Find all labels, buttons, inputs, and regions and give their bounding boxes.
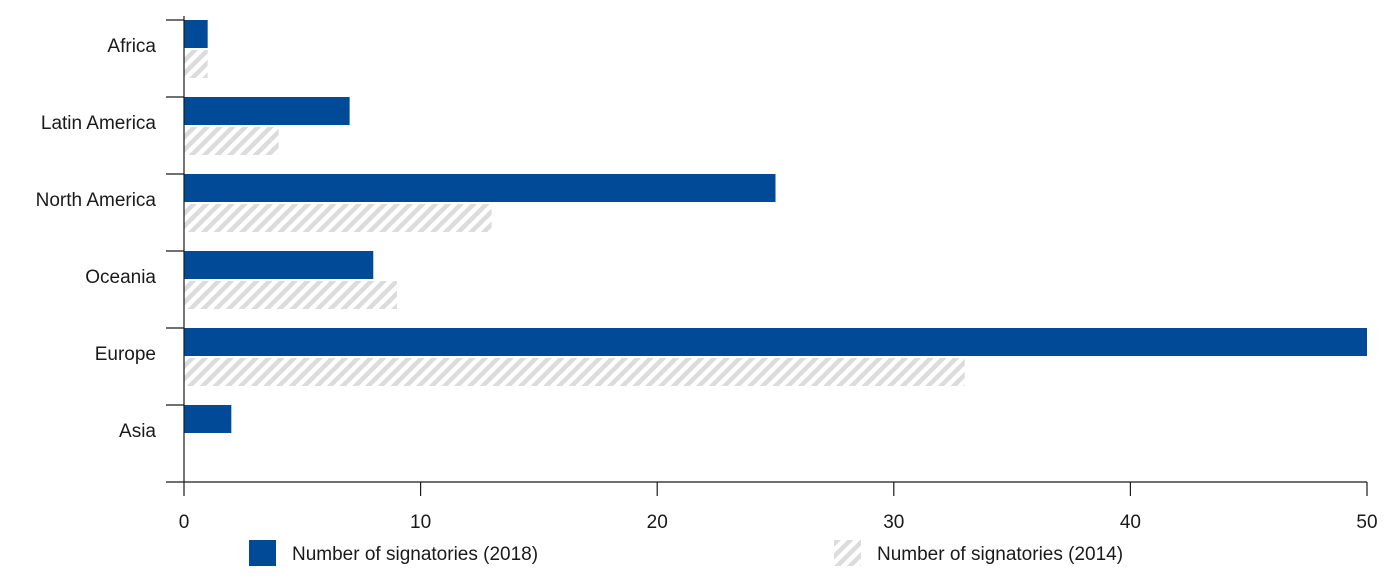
bar-north-america-2014 — [184, 204, 492, 232]
legend-label-2014: Number of signatories (2014) — [877, 544, 1123, 565]
bar-oceania-2014 — [184, 281, 397, 309]
category-label-europe: Europe — [95, 344, 156, 365]
legend-swatch-2018 — [249, 540, 276, 566]
bar-europe-2018 — [184, 328, 1367, 356]
x-tick-label: 50 — [1356, 512, 1377, 533]
x-tick-label: 40 — [1120, 512, 1141, 533]
category-label-north-america: North America — [36, 190, 157, 211]
bar-asia-2018 — [184, 405, 232, 433]
bar-north-america-2018 — [184, 174, 776, 202]
bars-layer — [184, 20, 1367, 433]
legend-swatch-2014 — [834, 540, 861, 566]
bar-latin-america-2018 — [184, 97, 350, 125]
legend-label-2018: Number of signatories (2018) — [292, 544, 538, 565]
x-tick-label: 20 — [647, 512, 668, 533]
legend: Number of signatories (2018) Number of si… — [249, 540, 1123, 566]
labels: 0 10 20 30 40 50 Africa Latin America North Amer… — [36, 36, 1378, 533]
bar-oceania-2018 — [184, 251, 374, 279]
category-label-africa: Africa — [107, 36, 156, 57]
bar-europe-2014 — [184, 358, 965, 386]
bar-latin-america-2014 — [184, 127, 279, 155]
axes — [166, 16, 1368, 496]
category-label-oceania: Oceania — [85, 267, 156, 288]
bar-africa-2018 — [184, 20, 208, 48]
bar-africa-2014 — [184, 50, 208, 78]
category-label-latin-america: Latin America — [41, 113, 157, 134]
x-tick-label: 0 — [179, 512, 190, 533]
category-label-asia: Asia — [119, 421, 156, 442]
x-tick-label: 10 — [410, 512, 431, 533]
x-tick-label: 30 — [883, 512, 904, 533]
